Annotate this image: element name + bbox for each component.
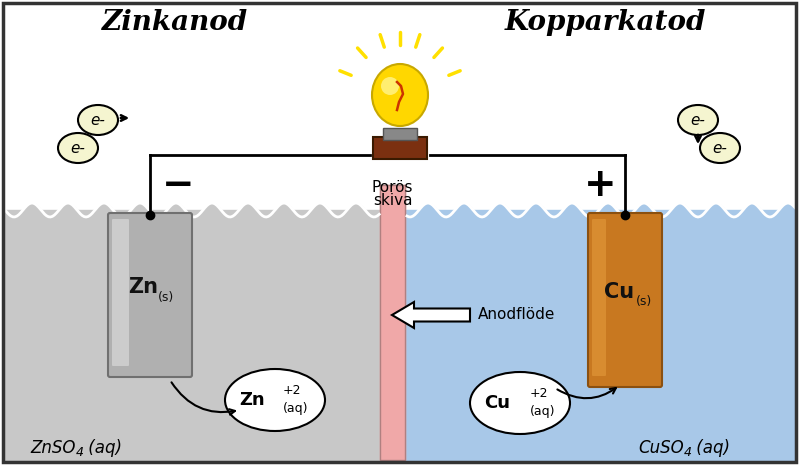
Text: (aq): (aq) (691, 439, 730, 457)
FancyBboxPatch shape (108, 213, 192, 377)
Ellipse shape (58, 133, 98, 163)
Text: −: − (162, 166, 194, 204)
Text: Zinkanod: Zinkanod (102, 8, 248, 35)
FancyBboxPatch shape (588, 213, 662, 387)
Bar (405, 210, 795, 460)
Text: +2: +2 (283, 384, 302, 397)
Text: e-: e- (713, 140, 727, 155)
Text: CuSO: CuSO (638, 439, 684, 457)
Text: (s): (s) (635, 295, 652, 308)
Ellipse shape (78, 105, 118, 135)
Text: Kopparkatod: Kopparkatod (504, 8, 706, 35)
Bar (5, 210, 380, 460)
FancyBboxPatch shape (112, 219, 129, 366)
Text: ZnSO: ZnSO (30, 439, 75, 457)
Text: Zn: Zn (239, 391, 265, 409)
Bar (380, 185, 405, 460)
Ellipse shape (381, 77, 399, 95)
Text: 4: 4 (684, 445, 692, 458)
Bar (383, 128, 417, 140)
Text: Zn: Zn (129, 277, 158, 297)
Text: skiva: skiva (373, 193, 412, 208)
Ellipse shape (470, 372, 570, 434)
Ellipse shape (678, 105, 718, 135)
Ellipse shape (225, 369, 325, 431)
Text: (aq): (aq) (530, 405, 555, 418)
Text: Anodflöde: Anodflöde (478, 306, 555, 321)
Text: 4: 4 (76, 445, 84, 458)
Text: (aq): (aq) (83, 439, 122, 457)
Bar (380, 185, 405, 460)
Text: e-: e- (70, 140, 86, 155)
Text: Cu: Cu (604, 281, 634, 301)
Text: Porös: Porös (372, 180, 414, 195)
Bar (373, 137, 427, 159)
Ellipse shape (700, 133, 740, 163)
Text: e-: e- (690, 113, 706, 127)
Ellipse shape (372, 64, 428, 126)
Text: Cu: Cu (484, 394, 510, 412)
Text: +: + (584, 166, 616, 204)
FancyArrow shape (392, 302, 470, 328)
Text: +2: +2 (530, 386, 549, 399)
Text: (s): (s) (158, 291, 174, 304)
Text: (aq): (aq) (283, 401, 309, 414)
Text: e-: e- (90, 113, 106, 127)
FancyBboxPatch shape (592, 219, 606, 376)
